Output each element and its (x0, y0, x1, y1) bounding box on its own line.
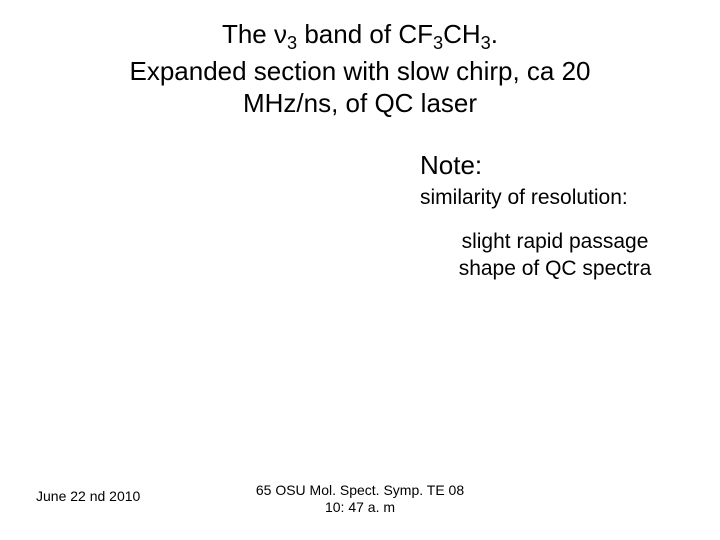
nu-subscript: 3 (287, 33, 297, 53)
footer-date: June 22 nd 2010 (36, 488, 140, 504)
cf-subscript: 3 (433, 33, 443, 53)
note-paragraph-2: slight rapid passage shape of QC spectra (420, 229, 690, 282)
ch-subscript: 3 (481, 33, 491, 53)
title-text: CH (443, 19, 481, 49)
note-heading: Note: (420, 150, 690, 181)
title-text: The (222, 19, 274, 49)
footer-center: 65 OSU Mol. Spect. Symp. TE 08 10: 47 a.… (256, 482, 464, 516)
note-block: Note: similarity of resolution: slight r… (420, 150, 690, 282)
note-line-3: shape of QC spectra (420, 256, 690, 282)
title-line-2: Expanded section with slow chirp, ca 20 (60, 55, 660, 88)
footer-center-line-1: 65 OSU Mol. Spect. Symp. TE 08 (256, 482, 464, 499)
nu-symbol: ν (274, 19, 287, 49)
title-line-1: The ν3 band of CF3CH3. (60, 18, 660, 55)
title-text: band of CF (297, 19, 433, 49)
footer-center-line-2: 10: 47 a. m (256, 499, 464, 516)
slide-title: The ν3 band of CF3CH3. Expanded section … (0, 0, 720, 120)
title-text: . (491, 19, 498, 49)
note-line-1: similarity of resolution: (420, 185, 690, 211)
note-line-2: slight rapid passage (420, 229, 690, 255)
title-line-3: MHz/ns, of QC laser (60, 87, 660, 120)
